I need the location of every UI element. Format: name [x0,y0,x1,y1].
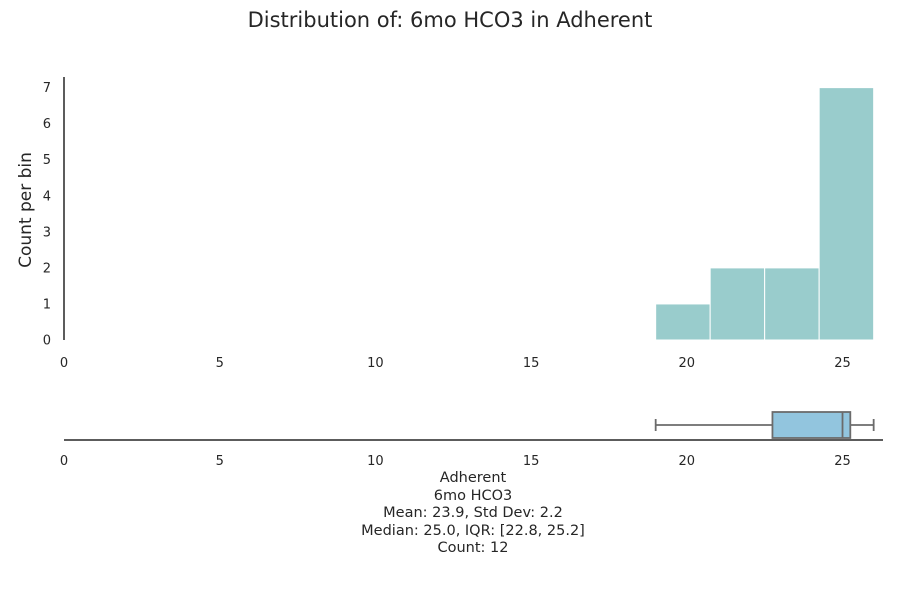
x-tick-label-top-15: 15 [523,356,540,371]
chart-title: Distribution of: 6mo HCO3 in Adherent [247,8,653,32]
y-tick-label-2: 2 [43,261,51,276]
stats-count: Count: 12 [437,540,509,557]
x-tick-label-bottom-10: 10 [367,454,384,469]
y-tick-label-1: 1 [43,297,51,312]
histogram-bar-0 [655,303,711,341]
x-tick-label-bottom-5: 5 [216,454,224,469]
y-tick-label-3: 3 [43,225,51,240]
stats-mean-sd: Mean: 23.9, Std Dev: 2.2 [383,505,563,522]
x-tick-label-top-10: 10 [367,356,384,371]
y-tick-label-6: 6 [43,117,51,132]
stats-variable: 6mo HCO3 [433,487,513,504]
y-tick-label-4: 4 [43,189,51,204]
y-tick-label-7: 7 [43,81,51,96]
summary-stats: Adherent 6mo HCO3 Mean: 23.9, Std Dev: 2… [223,470,723,558]
x-tick-label-top-25: 25 [834,356,851,371]
histogram-bar-2 [764,267,820,341]
x-tick-label-top-20: 20 [679,356,696,371]
x-tick-label-top-0: 0 [60,356,68,371]
x-tick-label-bottom-15: 15 [523,454,540,469]
x-tick-label-top-5: 5 [216,356,224,371]
y-tick-label-0: 0 [43,334,51,349]
y-tick-label-5: 5 [43,153,51,168]
x-tick-label-bottom-25: 25 [834,454,851,469]
x-tick-label-bottom-20: 20 [679,454,696,469]
boxplot-box [771,411,852,439]
x-tick-label-bottom-0: 0 [60,454,68,469]
histogram-bar-3 [818,87,875,341]
histogram-bar-1 [709,267,766,341]
stats-median-iqr: Median: 25.0, IQR: [22.8, 25.2] [361,522,585,539]
stats-group: Adherent [439,470,507,486]
